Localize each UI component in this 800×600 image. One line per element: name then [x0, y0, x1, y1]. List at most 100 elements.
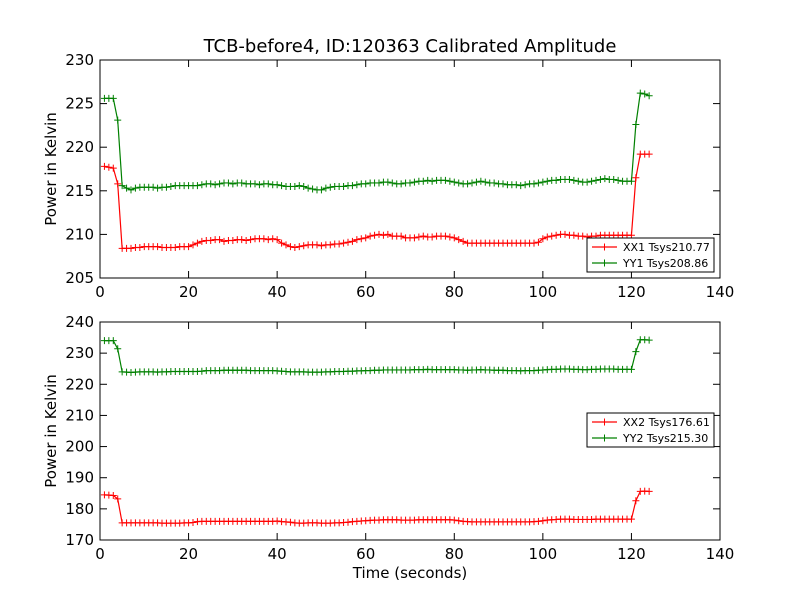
data-point [446, 177, 454, 185]
data-point [632, 497, 640, 505]
data-point [273, 181, 281, 189]
x-tick-label: 0 [95, 283, 105, 301]
data-point [490, 179, 498, 187]
y-tick-label: 190 [65, 469, 94, 487]
data-point [123, 184, 131, 192]
y-tick-label: 220 [65, 138, 94, 156]
data-point [326, 183, 334, 191]
y-tick-label: 205 [65, 269, 94, 287]
data-point [552, 176, 560, 184]
legend-entry-2: YY2 Tsys215.30 [592, 432, 708, 445]
x-tick-label: 80 [445, 545, 464, 563]
data-point [468, 179, 476, 187]
data-point [362, 234, 370, 242]
data-point [588, 177, 596, 185]
data-point [384, 178, 392, 186]
data-point [291, 182, 299, 190]
y-axis-label: Power in Kelvin [42, 112, 60, 226]
data-point [636, 89, 644, 97]
legend-label: XX1 Tsys210.77 [623, 241, 710, 254]
data-point [238, 236, 246, 244]
x-tick-label: 20 [179, 283, 198, 301]
data-point [185, 243, 193, 251]
data-point [207, 180, 215, 188]
data-point [530, 239, 538, 247]
data-point [154, 184, 162, 192]
data-point [344, 238, 352, 246]
data-point [286, 518, 294, 526]
y-tick-label: 215 [65, 182, 94, 200]
data-point [632, 174, 640, 182]
legend: XX2 Tsys176.61 YY2 Tsys215.30 [586, 412, 715, 448]
data-point [539, 178, 547, 186]
data-point [109, 491, 117, 499]
data-point [114, 180, 122, 188]
data-point [149, 183, 157, 191]
data-point [570, 231, 578, 239]
y-tick-label: 210 [65, 406, 94, 424]
data-point [534, 238, 542, 246]
data-point [464, 180, 472, 188]
data-point [601, 175, 609, 183]
data-point [450, 516, 458, 524]
data-point [295, 243, 303, 251]
data-point [455, 179, 463, 187]
series-1-panel-1 [100, 150, 653, 252]
data-point [109, 337, 117, 345]
data-point [269, 235, 277, 243]
data-point [100, 162, 108, 170]
legend-label: YY1 Tsys208.86 [622, 257, 708, 270]
y-axis-label: Power in Kelvin [42, 374, 60, 488]
data-point [326, 241, 334, 249]
y-tick-label: 180 [65, 500, 94, 518]
data-point [375, 179, 383, 187]
series-1-panel-2 [100, 487, 653, 527]
data-point [614, 176, 622, 184]
data-point [198, 237, 206, 245]
data-point [348, 182, 356, 190]
data-point [198, 181, 206, 189]
data-point [211, 181, 219, 189]
data-point [565, 175, 573, 183]
y-tick-label: 210 [65, 225, 94, 243]
data-point [304, 184, 312, 192]
y-tick-label: 220 [65, 375, 94, 393]
data-point [539, 517, 547, 525]
data-point [131, 184, 139, 192]
legend-label: XX2 Tsys176.61 [623, 416, 710, 429]
legend-swatch-marker [601, 434, 608, 442]
data-point [441, 176, 449, 184]
data-point [193, 182, 201, 190]
data-point [273, 517, 281, 525]
data-point [645, 92, 653, 100]
data-point [216, 236, 224, 244]
data-point [610, 175, 618, 183]
legend-box [586, 412, 715, 448]
data-point [167, 182, 175, 190]
data-point [317, 242, 325, 250]
data-point [127, 244, 135, 252]
data-point [450, 178, 458, 186]
x-tick-label: 100 [529, 283, 558, 301]
data-point [224, 179, 232, 187]
data-point [278, 182, 286, 190]
x-tick-label: 100 [529, 545, 558, 563]
data-point [207, 237, 215, 245]
legend-label: YY2 Tsys215.30 [622, 432, 708, 445]
x-tick-label: 120 [617, 545, 646, 563]
data-point [362, 180, 370, 188]
data-point [109, 164, 117, 172]
x-tick-label: 40 [268, 283, 287, 301]
series-2-panel-1 [100, 89, 653, 194]
data-point [481, 178, 489, 186]
data-point [627, 177, 635, 185]
data-point [189, 241, 197, 249]
data-point [273, 236, 281, 244]
axes-frame [99, 59, 721, 279]
legend: XX1 Tsys210.77 YY1 Tsys208.86 [586, 237, 715, 273]
data-point [415, 233, 423, 241]
data-point [313, 241, 321, 249]
data-point [286, 243, 294, 251]
legend-entry-2: YY1 Tsys208.86 [592, 257, 708, 270]
data-point [154, 243, 162, 251]
